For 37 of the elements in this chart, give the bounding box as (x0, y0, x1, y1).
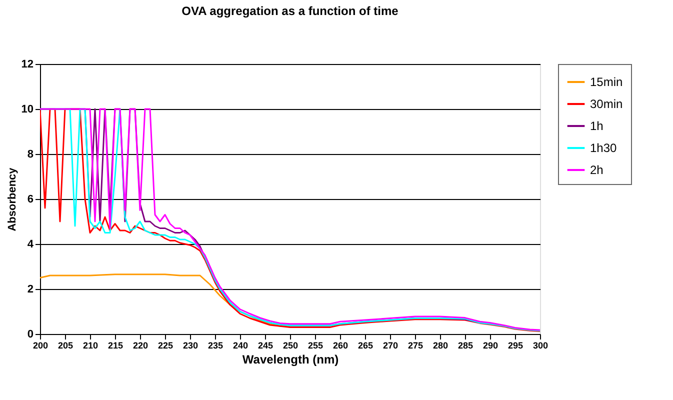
x-tick-label: 290 (482, 340, 498, 350)
y-tick-label: 2 (27, 284, 34, 296)
y-tick-label: 0 (27, 328, 34, 340)
chart-title: OVA aggregation as a function of time (182, 4, 399, 18)
x-tick-label: 215 (108, 340, 124, 350)
line-series (40, 274, 291, 327)
x-tick-label: 280 (432, 340, 448, 350)
x-tick-label: 300 (532, 340, 548, 350)
x-tick-label: 240 (232, 340, 248, 350)
y-tick-label: 12 (21, 58, 34, 70)
y-tick-label: 4 (27, 238, 34, 250)
x-tick-label: 245 (258, 340, 274, 350)
y-tick-label: 8 (27, 148, 34, 160)
x-tick-label: 250 (282, 340, 298, 350)
x-tick-label: 255 (308, 340, 324, 350)
x-tick-label: 230 (182, 340, 198, 350)
x-tick-label: 210 (82, 340, 98, 350)
x-tick-label: 260 (332, 340, 348, 350)
x-tick-label: 270 (382, 340, 398, 350)
x-tick-label: 295 (508, 340, 524, 350)
y-axis-title: Absorbency (6, 166, 18, 232)
x-tick-label: 265 (358, 340, 374, 350)
legend-label: 2h (590, 163, 604, 177)
x-tick-label: 225 (158, 340, 174, 350)
legend-label: 1h (590, 119, 604, 133)
legend-label: 1h30 (590, 141, 618, 155)
y-tick-label: 10 (21, 104, 34, 116)
x-axis-title: Wavelength (nm) (242, 352, 339, 366)
x-tick-label: 235 (208, 340, 224, 350)
x-tick-label: 205 (58, 340, 74, 350)
x-tick-label: 220 (132, 340, 148, 350)
x-tick-label: 275 (408, 340, 424, 350)
x-tick-label: 285 (458, 340, 474, 350)
x-tick-label: 200 (32, 340, 48, 350)
legend-label: 30min (590, 97, 623, 111)
y-tick-label: 6 (27, 194, 34, 206)
legend-label: 15min (590, 75, 623, 89)
